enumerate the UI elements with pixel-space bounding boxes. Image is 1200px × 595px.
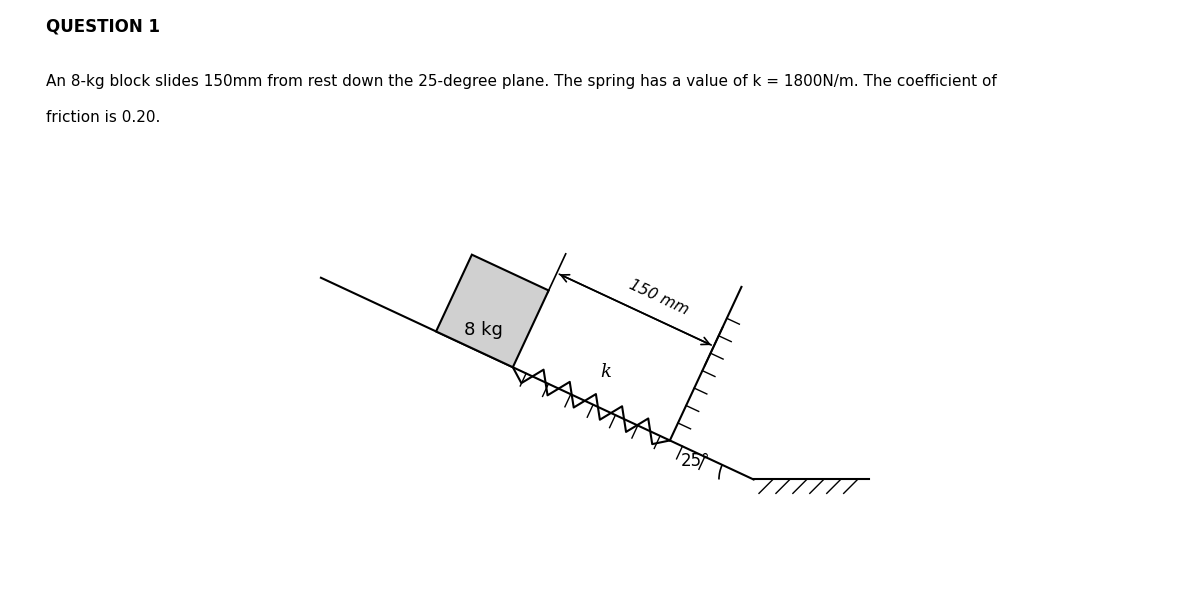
Text: An 8-kg block slides 150mm from rest down the 25-degree plane. The spring has a : An 8-kg block slides 150mm from rest dow… [46,74,996,89]
Polygon shape [436,255,548,367]
Text: 150 mm: 150 mm [628,277,691,318]
Text: QUESTION 1: QUESTION 1 [46,18,160,36]
Text: k: k [600,364,612,381]
Text: friction is 0.20.: friction is 0.20. [46,110,160,125]
Text: 25°: 25° [682,452,710,470]
Text: 8 kg: 8 kg [464,321,503,339]
